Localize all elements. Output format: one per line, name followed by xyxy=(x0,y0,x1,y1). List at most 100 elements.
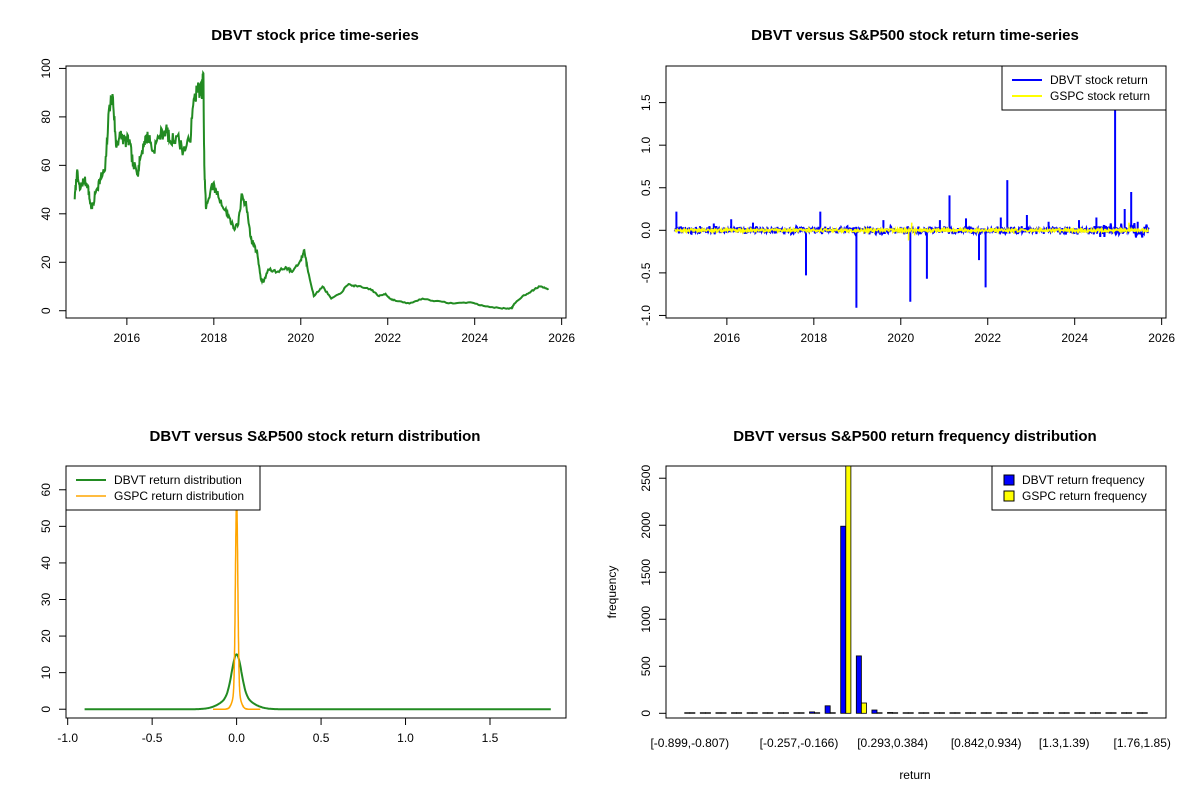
dbvt-frequency-bar xyxy=(793,712,800,714)
price-y-tick-label: 20 xyxy=(39,255,53,269)
legend-label: GSPC stock return xyxy=(1050,89,1150,103)
gspc-frequency-bar xyxy=(845,465,852,714)
price-x-tick-label: 2022 xyxy=(374,331,401,345)
dbvt-density-line xyxy=(84,653,551,711)
gspc-frequency-bar xyxy=(1110,712,1117,714)
return-x-tick-label: 2026 xyxy=(1148,331,1175,345)
dbvt-frequency-bar xyxy=(1121,712,1127,714)
dbvt-frequency-bar xyxy=(918,712,925,714)
gspc-frequency-bar xyxy=(1095,712,1101,714)
price-series-line xyxy=(73,69,549,310)
gspc-frequency-bar xyxy=(907,712,914,714)
price-y-tick-label: 40 xyxy=(39,207,53,221)
gspc-frequency-bar xyxy=(689,712,696,714)
dbvt-frequency-bar xyxy=(980,712,987,714)
gspc-frequency-bar xyxy=(751,712,758,714)
frequency-y-tick-label: 500 xyxy=(639,656,653,676)
dbvt-frequency-bar xyxy=(746,712,753,714)
density-chart-title: DBVT versus S&P500 stock return distribu… xyxy=(150,428,481,445)
dbvt-frequency-bar xyxy=(1136,712,1143,714)
price-y-tick-label: 0 xyxy=(39,307,53,314)
price-x-tick-label: 2018 xyxy=(200,331,227,345)
return-x-tick-label: 2022 xyxy=(974,331,1001,345)
gspc-frequency-bar xyxy=(767,712,774,714)
density-y-tick-label: 10 xyxy=(39,666,53,680)
density-x-tick-label: -1.0 xyxy=(57,731,78,745)
frequency-y-tick-label: 2000 xyxy=(639,512,653,539)
gspc-frequency-bar xyxy=(1032,712,1039,714)
frequency-chart-title: DBVT versus S&P500 return frequency dist… xyxy=(733,428,1096,445)
return-y-tick-label: -0.5 xyxy=(639,262,653,283)
frequency-chart: DBVT versus S&P500 return frequency dist… xyxy=(605,428,1171,782)
legend-label: GSPC return frequency xyxy=(1022,489,1147,503)
return-x-tick-label: 2020 xyxy=(887,331,914,345)
density-x-tick-label: 1.5 xyxy=(482,731,499,745)
price-x-tick-label: 2024 xyxy=(461,331,488,345)
price-x-tick-label: 2026 xyxy=(548,331,575,345)
dbvt-frequency-bar xyxy=(762,712,769,714)
frequency-y-axis-label: frequency xyxy=(605,566,619,619)
price-x-tick-label: 2016 xyxy=(114,331,141,345)
gspc-return-line xyxy=(674,222,1150,241)
return-chart-title: DBVT versus S&P500 stock return time-ser… xyxy=(751,27,1079,44)
legend-label: GSPC return distribution xyxy=(114,489,244,503)
gspc-frequency-bar xyxy=(1126,712,1133,714)
dbvt-frequency-bar xyxy=(731,712,737,714)
dbvt-frequency-bar xyxy=(933,712,940,714)
gspc-frequency-bar xyxy=(1141,712,1148,714)
return-y-tick-label: 0.5 xyxy=(639,179,653,196)
gspc-frequency-bar xyxy=(783,712,789,714)
return-x-tick-label: 2024 xyxy=(1061,331,1088,345)
gspc-frequency-bar xyxy=(1017,712,1023,714)
dbvt-frequency-bar xyxy=(871,709,878,714)
frequency-y-tick-label: 0 xyxy=(639,710,653,717)
frequency-x-tick-label: [0.293,0.384) xyxy=(857,736,928,750)
gspc-frequency-bar xyxy=(1079,712,1086,714)
frequency-x-tick-label: [-0.899,-0.807) xyxy=(650,736,729,750)
dbvt-frequency-bar xyxy=(996,712,1003,714)
frequency-x-tick-label: [1.3,1.39) xyxy=(1039,736,1090,750)
dbvt-frequency-bar xyxy=(902,712,909,714)
legend-label: DBVT return frequency xyxy=(1022,473,1145,487)
return-chart: DBVT versus S&P500 stock return time-ser… xyxy=(639,27,1175,345)
gspc-frequency-bar xyxy=(923,712,930,714)
price-y-tick-label: 80 xyxy=(39,110,53,124)
gspc-frequency-bar xyxy=(1063,712,1070,714)
gspc-frequency-bar xyxy=(814,712,821,714)
return-y-tick-label: -1.0 xyxy=(639,305,653,326)
legend-box xyxy=(991,465,1167,511)
density-chart: DBVT versus S&P500 stock return distribu… xyxy=(39,428,567,745)
return-y-tick-label: 0.0 xyxy=(639,222,653,239)
dbvt-frequency-bar xyxy=(855,655,862,714)
gspc-frequency-bar xyxy=(1048,712,1055,714)
frequency-y-tick-label: 1500 xyxy=(639,559,653,586)
density-y-tick-label: 30 xyxy=(39,593,53,607)
gspc-frequency-bar xyxy=(705,712,711,714)
dbvt-frequency-bar xyxy=(1011,712,1018,714)
return-x-tick-label: 2018 xyxy=(800,331,827,345)
density-x-tick-label: 0.0 xyxy=(228,731,245,745)
gspc-frequency-bar xyxy=(970,712,977,714)
dbvt-frequency-bar xyxy=(1043,712,1049,714)
gspc-frequency-bar xyxy=(954,712,961,714)
density-y-tick-label: 40 xyxy=(39,556,53,570)
frequency-x-tick-label: [0.842,0.934) xyxy=(951,736,1022,750)
return-y-tick-label: 1.5 xyxy=(639,94,653,111)
legend-box xyxy=(65,465,261,511)
legend-key-swatch xyxy=(1003,474,1015,486)
density-y-tick-label: 20 xyxy=(39,629,53,643)
gspc-frequency-bar xyxy=(892,712,899,714)
legend-label: DBVT return distribution xyxy=(114,473,242,487)
gspc-frequency-bar xyxy=(985,712,992,714)
dbvt-frequency-bar xyxy=(777,712,784,714)
legend-key-swatch xyxy=(1003,490,1015,502)
density-x-tick-label: 0.5 xyxy=(313,731,330,745)
dbvt-frequency-bar xyxy=(1027,712,1034,714)
return-y-tick-label: 1.0 xyxy=(639,137,653,154)
price-x-tick-label: 2020 xyxy=(287,331,314,345)
frequency-x-tick-label: [-0.257,-0.166) xyxy=(760,736,839,750)
dbvt-frequency-bar xyxy=(1058,712,1065,714)
frequency-y-tick-label: 2500 xyxy=(639,465,653,492)
price-chart: DBVT stock price time-series 2016 2018 202… xyxy=(39,27,575,345)
gspc-frequency-bar xyxy=(798,712,805,714)
